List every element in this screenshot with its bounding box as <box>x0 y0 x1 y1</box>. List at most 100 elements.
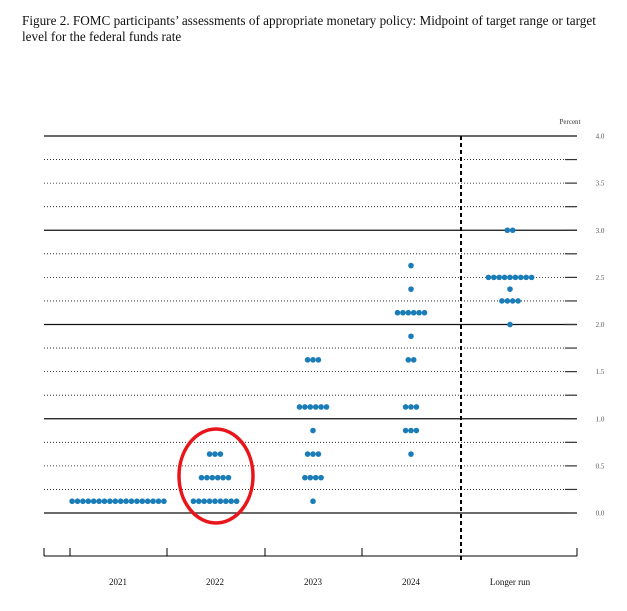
dot <box>394 309 401 316</box>
dot <box>220 474 226 481</box>
dot <box>518 274 524 281</box>
x-tick-label: 2021 <box>109 577 127 587</box>
dot <box>413 404 420 410</box>
dot <box>233 498 240 505</box>
dot <box>139 498 146 505</box>
chart-title: Figure 2. FOMC participants’ assessments… <box>22 13 596 44</box>
dot <box>206 498 213 505</box>
y-tick-label: 4.0 <box>596 133 605 141</box>
dot <box>408 427 414 434</box>
dot <box>217 451 224 457</box>
dot <box>310 427 316 434</box>
dot <box>80 498 86 505</box>
dot <box>74 498 81 505</box>
dot <box>509 227 516 234</box>
dot <box>217 498 224 505</box>
dot <box>315 357 322 363</box>
dot <box>318 474 324 481</box>
dot <box>209 474 216 481</box>
dot <box>90 498 97 505</box>
x-tick-label: 2023 <box>304 577 323 587</box>
dot <box>408 404 414 410</box>
dot <box>405 309 412 316</box>
dot <box>408 286 414 292</box>
dot <box>155 498 162 505</box>
dot <box>150 498 156 505</box>
dot <box>318 404 324 410</box>
dot <box>485 274 492 281</box>
y-tick-label: 2.5 <box>596 274 605 282</box>
dot <box>504 298 511 304</box>
y-tick-label: 0.5 <box>596 462 605 470</box>
dot <box>523 274 529 281</box>
dot <box>144 498 151 505</box>
dot <box>201 498 207 505</box>
dot <box>528 274 535 281</box>
dot <box>196 498 202 505</box>
y-tick-label: 3.0 <box>596 227 605 235</box>
y-tick-label: 2.0 <box>596 321 605 329</box>
x-tick-label: Longer run <box>490 577 531 587</box>
dot <box>323 404 330 410</box>
dot <box>101 498 108 505</box>
dot <box>405 357 412 363</box>
dot <box>107 498 113 505</box>
dot <box>198 474 205 481</box>
dot <box>410 309 417 316</box>
y-tick-label: 0.0 <box>596 510 605 518</box>
dot <box>408 333 414 340</box>
dot <box>410 357 417 363</box>
dot <box>117 498 124 505</box>
dot <box>312 404 319 410</box>
y-tick-label: 1.0 <box>596 415 605 423</box>
dot <box>402 427 409 434</box>
y-axis-label: Percent <box>560 118 581 126</box>
dot <box>416 309 422 316</box>
dot <box>507 274 513 281</box>
highlight-circle <box>177 427 255 525</box>
dot <box>190 498 197 505</box>
dot <box>307 474 314 481</box>
dot <box>315 451 322 457</box>
dot <box>96 498 102 505</box>
dot <box>212 451 218 457</box>
dot <box>206 451 213 457</box>
dot <box>408 262 414 269</box>
dot <box>134 498 140 505</box>
dot <box>204 474 210 481</box>
dot <box>512 274 519 281</box>
dot <box>307 404 314 410</box>
dot <box>310 498 316 505</box>
dot <box>302 404 308 410</box>
dot <box>413 427 420 434</box>
dot <box>496 274 503 281</box>
dot <box>400 309 406 316</box>
dot <box>69 498 75 505</box>
dot <box>112 498 119 505</box>
y-tick-label: 3.5 <box>596 180 605 188</box>
dot <box>501 274 508 281</box>
dot <box>212 498 218 505</box>
dot <box>214 474 221 481</box>
dot <box>296 404 303 410</box>
dot <box>491 274 497 281</box>
dot <box>312 474 319 481</box>
dot <box>304 451 311 457</box>
dot <box>123 498 129 505</box>
dot <box>310 451 316 457</box>
dot <box>509 298 516 304</box>
dot <box>302 474 308 481</box>
dot <box>507 286 513 292</box>
dot <box>304 357 311 363</box>
dot <box>515 298 521 304</box>
dot <box>504 227 511 234</box>
dot <box>128 498 135 505</box>
x-tick-label: 2024 <box>402 577 421 587</box>
dot <box>161 498 167 505</box>
y-tick-label: 1.5 <box>596 368 605 376</box>
dot <box>310 357 316 363</box>
dot <box>225 474 232 481</box>
dot <box>499 298 505 304</box>
dot <box>402 404 409 410</box>
